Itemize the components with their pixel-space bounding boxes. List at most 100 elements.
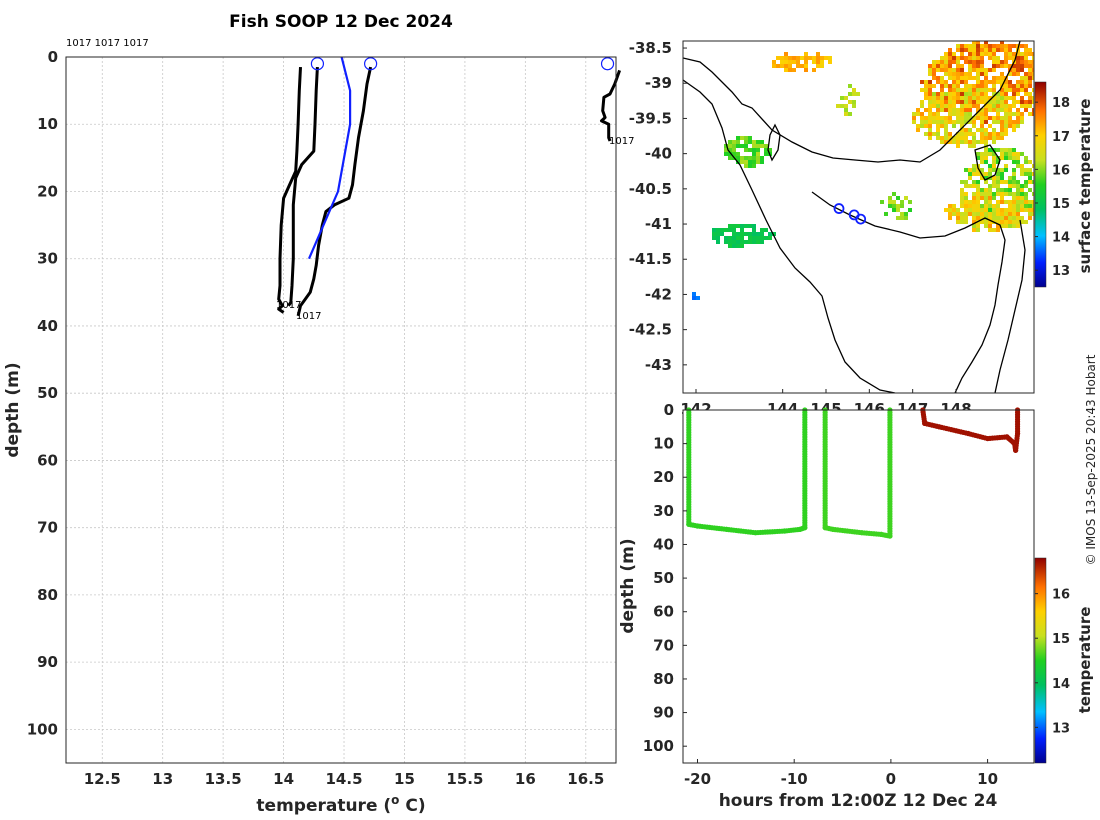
sst-pixel	[976, 140, 980, 144]
sst-pixel	[968, 52, 972, 56]
x-tick-label: 12.5	[84, 770, 121, 788]
sst-pixel	[968, 64, 972, 68]
sst-pixel	[1004, 108, 1008, 112]
sst-pixel	[896, 216, 900, 220]
sst-pixel	[820, 60, 824, 64]
sst-pixel	[740, 236, 744, 240]
sst-pixel	[1004, 92, 1008, 96]
map-colorbar	[1034, 81, 1047, 288]
sst-pixel	[948, 204, 952, 208]
sst-pixel	[988, 216, 992, 220]
sst-pixel	[948, 116, 952, 120]
sst-pixel	[748, 224, 752, 228]
sst-pixel	[916, 108, 920, 112]
sst-pixel	[992, 104, 996, 108]
sst-pixel	[744, 160, 748, 164]
sst-pixel	[976, 48, 980, 52]
sst-pixel	[932, 84, 936, 88]
sst-pixel	[912, 120, 916, 124]
sst-pixel	[1028, 84, 1032, 88]
timeseries-colorbar-label: temperature	[1076, 607, 1094, 714]
sst-pixel	[896, 204, 900, 208]
sst-pixel	[948, 120, 952, 124]
sst-pixel	[828, 60, 832, 64]
sst-pixel	[1032, 96, 1034, 100]
sst-pixel	[984, 80, 988, 84]
sst-pixel	[984, 200, 988, 204]
sst-pixel	[932, 120, 936, 124]
sst-pixel	[1016, 124, 1020, 128]
sst-pixel	[988, 88, 992, 92]
sst-pixel	[1008, 96, 1012, 100]
sst-pixel	[992, 164, 996, 168]
x-tick-label: 16	[515, 770, 536, 788]
sst-pixel	[788, 60, 792, 64]
sst-pixel	[1000, 176, 1004, 180]
sst-pixel	[964, 76, 968, 80]
sst-pixel	[944, 68, 948, 72]
sst-pixel	[1044, 76, 1048, 80]
sst-pixel	[1020, 96, 1024, 100]
sst-pixel	[1036, 60, 1040, 64]
sst-pixel	[1020, 52, 1024, 56]
sst-pixel	[752, 144, 756, 148]
sst-pixel	[1004, 220, 1008, 224]
sst-pixel	[752, 228, 756, 232]
profile-y-ticks: 0 10 20 30 40 50 60 70 80 90 100	[27, 48, 58, 738]
y-tick-label: 40	[37, 317, 58, 335]
sst-pixel	[752, 232, 756, 236]
sst-pixel	[1016, 88, 1020, 92]
sst-pixel	[1020, 184, 1024, 188]
sst-pixel	[936, 108, 940, 112]
sst-pixel	[1004, 128, 1008, 132]
sst-pixel	[724, 148, 728, 152]
sst-pixel	[1004, 132, 1008, 136]
sst-pixel	[748, 240, 752, 244]
sst-pixel	[976, 104, 980, 108]
sst-pixel	[948, 96, 952, 100]
sst-pixel	[976, 56, 980, 60]
map-colorbar-tick-label: 15	[1052, 197, 1070, 212]
sst-pixel	[752, 160, 756, 164]
sst-pixel	[972, 104, 976, 108]
sst-pixel	[1004, 124, 1008, 128]
sst-pixel	[1004, 112, 1008, 116]
timeseries-y-label: depth (m)	[618, 538, 638, 633]
series-line-profile-a	[277, 67, 302, 314]
sst-pixel	[1048, 60, 1052, 64]
sst-pixel	[1024, 208, 1028, 212]
map-y-tick-label: -38.5	[629, 39, 672, 57]
sst-pixel	[1016, 72, 1020, 76]
sst-pixel	[976, 212, 980, 216]
sst-pixel	[948, 208, 952, 212]
sst-pixel	[988, 100, 992, 104]
sst-pixel	[980, 156, 984, 160]
sst-pixel	[988, 48, 992, 52]
sst-pixel	[988, 152, 992, 156]
sst-pixel	[900, 212, 904, 216]
sst-pixel	[1008, 180, 1012, 184]
sst-pixel	[1012, 172, 1016, 176]
sst-pixel	[992, 176, 996, 180]
sst-pixel	[1012, 160, 1016, 164]
sst-pixel	[972, 48, 976, 52]
sst-pixel	[968, 208, 972, 212]
sst-pixel	[812, 60, 816, 64]
sst-pixel	[1028, 212, 1032, 216]
sst-pixel	[948, 212, 952, 216]
sst-pixel	[988, 104, 992, 108]
x-tick-label: 14	[273, 770, 294, 788]
sst-pixel	[808, 56, 812, 60]
sst-pixel	[988, 132, 992, 136]
ship-track	[833, 203, 867, 225]
sst-pixel	[964, 72, 968, 76]
sst-pixel	[956, 216, 960, 220]
y-tick-label: 50	[37, 384, 58, 402]
sst-pixel	[748, 232, 752, 236]
sst-pixel	[980, 140, 984, 144]
map-colorbar-tick-label: 16	[1052, 163, 1070, 178]
sst-pixel	[900, 204, 904, 208]
sst-pixel	[972, 224, 976, 228]
sst-pixel	[1004, 188, 1008, 192]
sst-pixel	[956, 48, 960, 52]
